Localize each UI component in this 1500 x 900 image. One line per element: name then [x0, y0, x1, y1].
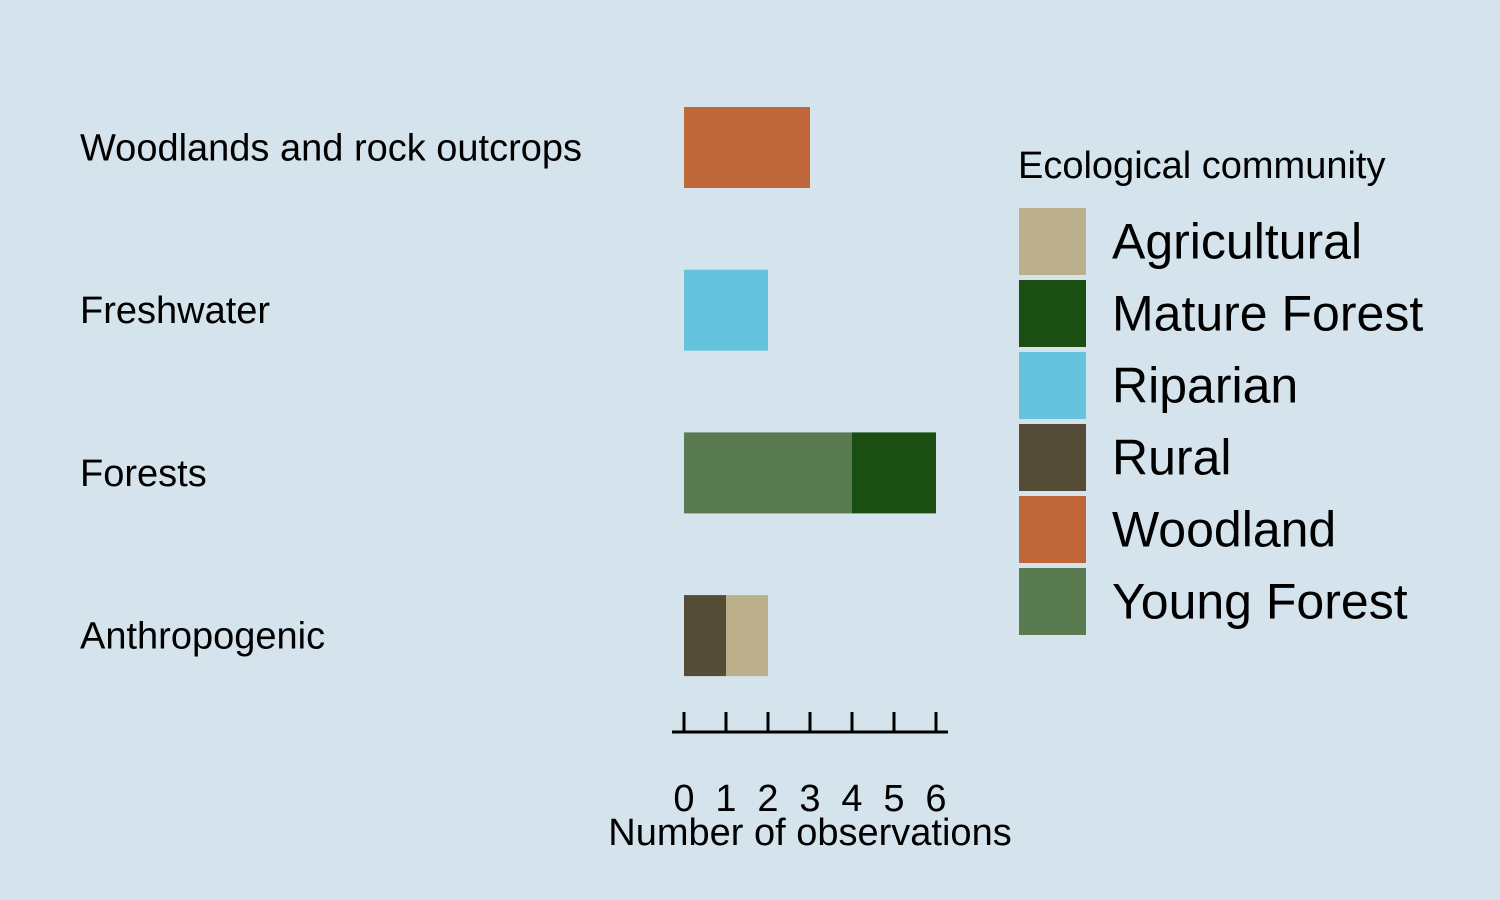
x-tick-label: 5 [883, 778, 904, 820]
category-label: Forests [80, 453, 207, 495]
legend-swatch [1019, 208, 1086, 275]
legend-label: Woodland [1112, 502, 1336, 558]
bar-segment [852, 432, 936, 514]
category-labels: Woodlands and rock outcrops Freshwater For… [80, 128, 582, 658]
legend-swatch [1019, 496, 1086, 563]
x-tick-label: 3 [799, 778, 820, 820]
legend-label: Mature Forest [1112, 286, 1423, 342]
bar-segment [684, 269, 768, 351]
legend-items: Agricultural Mature Forest Riparian Rural Wo… [1019, 208, 1423, 635]
legend: Ecological community Agricultural Mature … [1018, 145, 1423, 635]
bar-segment [684, 107, 810, 188]
bar-segment [684, 432, 852, 514]
x-tick-label: 1 [715, 778, 736, 820]
bars [684, 107, 936, 677]
legend-swatch [1019, 280, 1086, 347]
legend-label: Rural [1112, 430, 1231, 486]
category-label: Anthropogenic [80, 616, 325, 658]
x-tick-label: 2 [757, 778, 778, 820]
bar-segment [726, 595, 768, 677]
legend-label: Agricultural [1112, 214, 1362, 270]
category-label: Woodlands and rock outcrops [80, 128, 582, 170]
legend-label: Young Forest [1112, 574, 1408, 630]
legend-swatch [1019, 424, 1086, 491]
legend-swatch [1019, 568, 1086, 635]
legend-swatch [1019, 352, 1086, 419]
x-tick-label: 6 [925, 778, 946, 820]
category-label: Freshwater [80, 290, 270, 332]
x-axis-title: Number of observations [608, 812, 1011, 854]
x-tick-label: 0 [673, 778, 694, 820]
bar-segment [684, 595, 726, 677]
legend-label: Riparian [1112, 358, 1298, 414]
legend-title: Ecological community [1018, 145, 1385, 187]
x-tick-label: 4 [841, 778, 862, 820]
